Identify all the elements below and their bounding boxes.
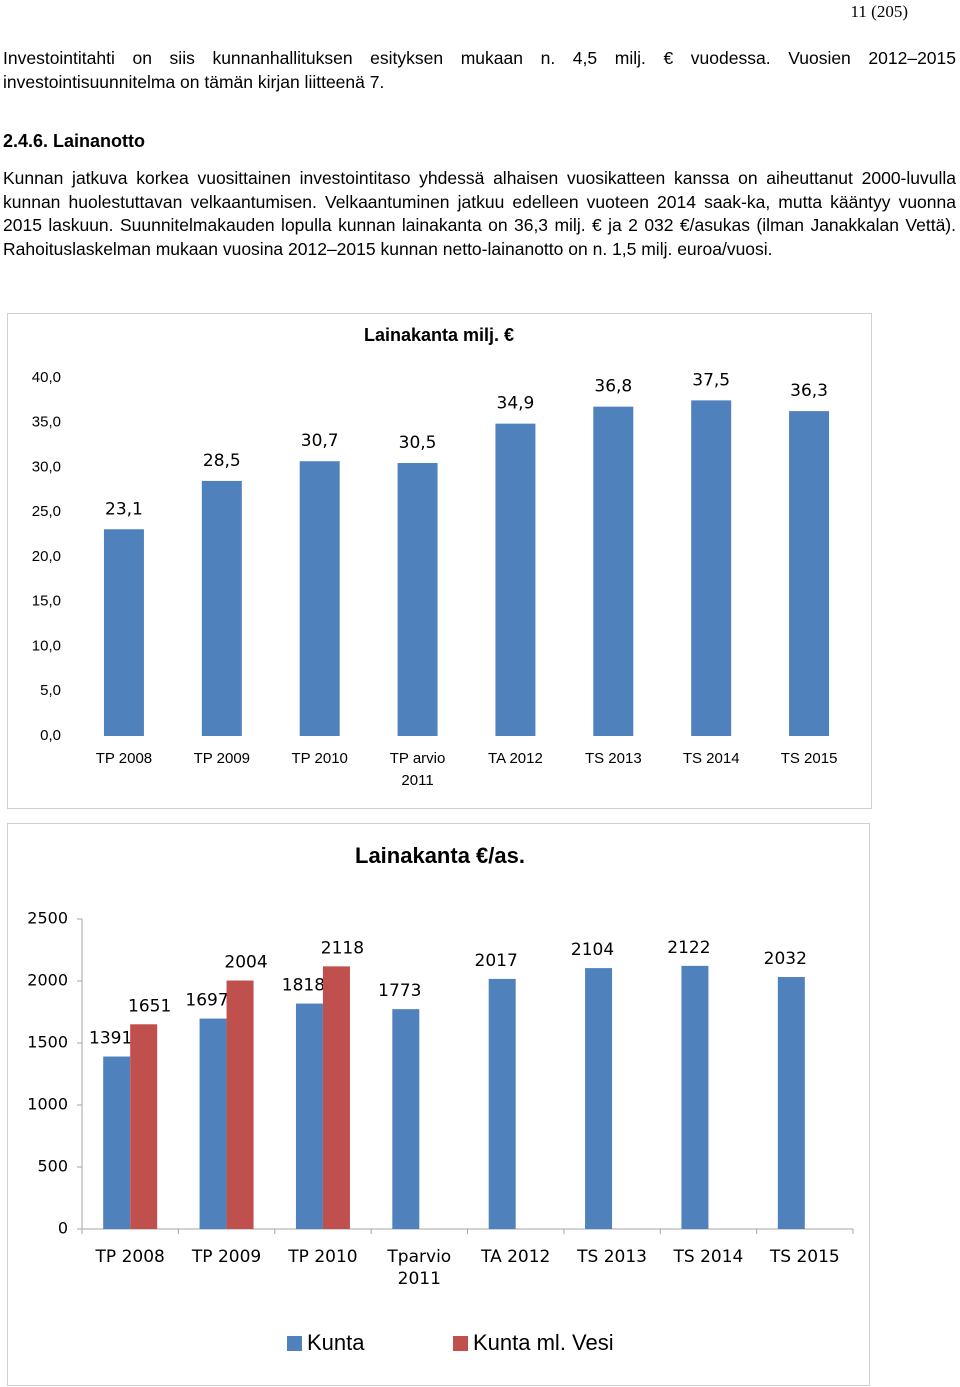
paragraph: Kunnan jatkuva korkea vuosittainen inves… xyxy=(3,168,956,259)
bar xyxy=(103,1056,131,1229)
x-tick-label: TA 2012 xyxy=(481,1247,551,1267)
y-tick-label: 2000 xyxy=(27,971,68,990)
x-tick-label: TS 2014 xyxy=(682,750,740,767)
x-tick-label: TS 2014 xyxy=(673,1247,744,1267)
x-tick-label: TS 2013 xyxy=(584,750,642,767)
data-label: 34,9 xyxy=(497,394,535,414)
bar xyxy=(397,463,438,736)
x-tick-label: TS 2015 xyxy=(769,1247,840,1267)
y-tick-label: 1000 xyxy=(27,1095,68,1114)
legend-swatch xyxy=(453,1336,468,1351)
data-label: 1818 xyxy=(282,976,325,996)
bar xyxy=(103,529,144,736)
legend-swatch xyxy=(287,1336,302,1351)
data-label: 2118 xyxy=(321,938,364,958)
bar xyxy=(201,480,242,736)
data-label: 28,5 xyxy=(203,451,241,471)
bar xyxy=(681,965,709,1229)
y-tick-label: 40,0 xyxy=(32,369,61,386)
data-label: 1773 xyxy=(378,981,421,1001)
y-tick-label: 0,0 xyxy=(40,727,61,744)
data-label: 30,7 xyxy=(301,431,339,451)
x-tick-label: TP 2010 xyxy=(288,1247,358,1267)
data-label: 2032 xyxy=(764,949,807,969)
y-tick-label: 0 xyxy=(58,1219,68,1238)
bar xyxy=(392,1009,420,1229)
y-tick-label: 30,0 xyxy=(32,458,61,475)
data-label: 1651 xyxy=(128,996,171,1016)
data-label: 23,1 xyxy=(105,499,143,519)
data-label: 37,5 xyxy=(692,370,730,390)
bar xyxy=(691,400,732,736)
bar xyxy=(593,406,634,736)
bar xyxy=(226,980,254,1229)
bar xyxy=(295,1003,323,1229)
bar xyxy=(777,977,805,1229)
x-tick-label: Tparvio 2011 xyxy=(387,1247,452,1289)
x-tick-label: TP 2008 xyxy=(95,1247,165,1267)
y-tick-label: 500 xyxy=(37,1157,68,1176)
bar xyxy=(299,461,340,736)
bar xyxy=(130,1024,158,1229)
x-tick-label: TP 2009 xyxy=(193,750,251,767)
chart-frame xyxy=(7,313,872,809)
bar xyxy=(199,1018,227,1229)
chart-title: Lainakanta milj. € xyxy=(364,325,514,345)
chart-frame xyxy=(7,823,870,1386)
y-tick-label: 2500 xyxy=(27,909,68,928)
bar xyxy=(789,411,830,736)
bar xyxy=(585,968,613,1229)
x-tick-label: TS 2013 xyxy=(577,1247,647,1267)
paragraph: Investointitahti on siis kunnanhallituks… xyxy=(3,48,956,92)
data-label: 2122 xyxy=(667,938,710,958)
data-label: 2104 xyxy=(571,940,614,960)
x-tick-label: TP 2008 xyxy=(95,750,153,767)
y-tick-label: 15,0 xyxy=(32,593,61,610)
x-tick-label: TS 2015 xyxy=(780,750,838,767)
y-tick-label: 20,0 xyxy=(32,548,61,565)
y-tick-label: 25,0 xyxy=(32,503,61,520)
page-number: 11 (205) xyxy=(850,2,908,21)
heading: 2.4.6. Lainanotto xyxy=(3,131,146,151)
data-label: 30,5 xyxy=(399,433,437,453)
bar xyxy=(488,978,516,1229)
y-tick-label: 5,0 xyxy=(40,682,61,699)
y-tick-label: 35,0 xyxy=(32,414,61,431)
x-tick-label: TA 2012 xyxy=(488,750,543,767)
data-label: 2004 xyxy=(224,953,267,973)
data-label: 1391 xyxy=(89,1029,132,1049)
data-label: 1697 xyxy=(185,991,228,1011)
x-tick-label: TP 2009 xyxy=(191,1247,262,1267)
bar xyxy=(495,423,536,736)
data-label: 36,8 xyxy=(594,377,632,397)
y-tick-label: 10,0 xyxy=(32,637,61,654)
legend-label: Kunta xyxy=(307,1330,365,1355)
chart-title: Lainakanta €/as. xyxy=(355,843,525,868)
x-tick-label: TP 2010 xyxy=(291,750,348,767)
y-tick-label: 1500 xyxy=(27,1033,68,1052)
legend-label: Kunta ml. Vesi xyxy=(473,1330,614,1355)
data-label: 2017 xyxy=(475,951,518,971)
bar xyxy=(322,966,350,1229)
data-label: 36,3 xyxy=(790,381,828,401)
x-tick-label: TP arvio 2011 xyxy=(389,750,446,789)
